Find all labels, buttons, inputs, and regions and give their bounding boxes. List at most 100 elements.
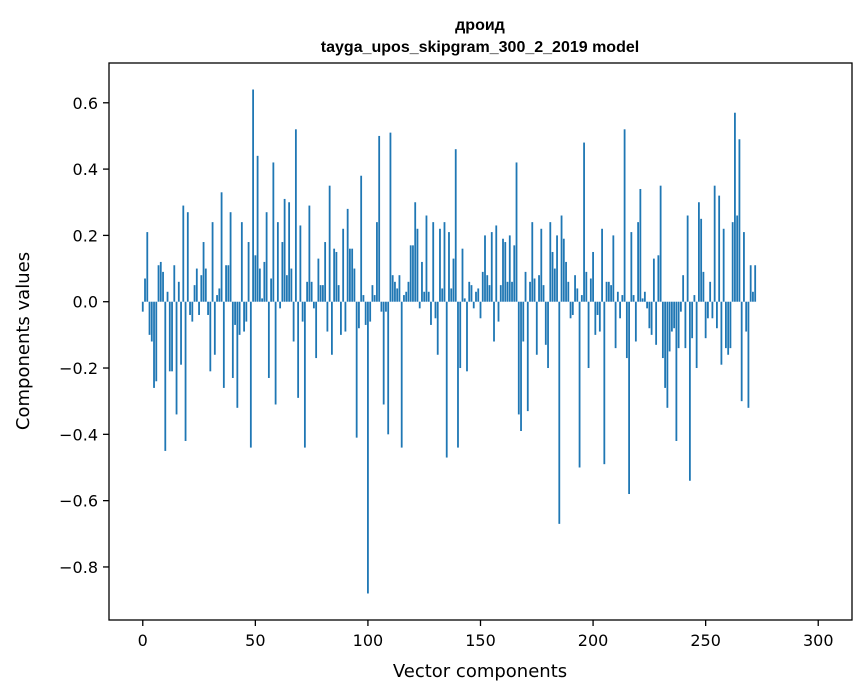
bar xyxy=(385,301,387,312)
bar xyxy=(601,228,603,302)
bar xyxy=(619,301,621,319)
bar xyxy=(736,215,739,302)
bar xyxy=(364,301,367,325)
bar xyxy=(227,265,230,302)
bar xyxy=(331,301,333,355)
bar xyxy=(443,222,446,302)
bar xyxy=(432,222,435,302)
bar xyxy=(454,149,457,302)
bar xyxy=(340,301,342,335)
bar xyxy=(634,301,637,342)
bar xyxy=(279,301,282,309)
bar xyxy=(373,295,376,302)
bar xyxy=(639,188,642,302)
bar xyxy=(529,281,531,302)
bar xyxy=(270,278,273,302)
bar xyxy=(666,301,669,408)
bar xyxy=(200,275,203,302)
bar xyxy=(457,301,459,448)
bar xyxy=(281,242,284,302)
bar xyxy=(146,232,149,302)
bar xyxy=(722,228,725,302)
bar xyxy=(231,301,234,378)
bar xyxy=(310,281,313,302)
bar xyxy=(342,228,345,302)
bar xyxy=(195,268,198,302)
bar xyxy=(470,285,473,302)
bar xyxy=(159,261,162,302)
bar xyxy=(371,285,374,302)
bar xyxy=(439,228,441,302)
bar xyxy=(560,215,563,302)
bar xyxy=(621,295,624,302)
bar xyxy=(598,301,601,332)
bar xyxy=(184,301,187,441)
bar xyxy=(684,301,687,349)
bar xyxy=(252,89,254,302)
bar xyxy=(625,301,628,359)
bar xyxy=(416,228,419,302)
bar xyxy=(362,295,365,302)
bar xyxy=(328,185,331,302)
bar xyxy=(571,301,574,315)
bar xyxy=(499,285,502,302)
bar xyxy=(452,258,455,302)
bar xyxy=(535,301,538,355)
bar xyxy=(193,285,196,302)
bar xyxy=(380,301,383,312)
bar xyxy=(679,301,682,312)
bar xyxy=(157,265,160,302)
bar xyxy=(596,301,599,315)
x-tick-label: 0 xyxy=(138,631,148,650)
bar xyxy=(288,202,291,302)
bar xyxy=(301,301,304,322)
bar xyxy=(141,301,144,312)
bar xyxy=(576,288,579,302)
bar xyxy=(707,301,709,319)
bar xyxy=(254,255,257,302)
bar xyxy=(475,291,477,302)
bar xyxy=(425,215,428,302)
bar xyxy=(567,281,570,302)
bar xyxy=(562,238,565,302)
bar xyxy=(466,301,468,372)
bar xyxy=(704,301,707,339)
bar xyxy=(445,301,448,458)
x-axis-label: Vector components xyxy=(393,661,567,682)
bar xyxy=(472,301,475,309)
bar xyxy=(396,288,399,302)
bar xyxy=(493,301,495,342)
bar xyxy=(294,129,297,302)
bar xyxy=(353,268,356,302)
bar xyxy=(346,208,349,302)
bar xyxy=(276,222,279,302)
bar xyxy=(317,258,320,302)
bar xyxy=(628,301,630,495)
x-tick-label: 100 xyxy=(353,631,384,650)
x-tick-label: 150 xyxy=(465,631,496,650)
bar xyxy=(274,301,277,405)
bar xyxy=(556,235,558,302)
bar xyxy=(324,242,327,302)
bar xyxy=(211,222,214,302)
bar xyxy=(646,301,649,309)
bar xyxy=(177,281,180,302)
bar xyxy=(657,255,660,302)
bar xyxy=(175,301,178,415)
bar xyxy=(441,288,444,302)
bar xyxy=(308,205,311,302)
chart-title: дроид xyxy=(455,17,505,34)
bar xyxy=(752,291,754,302)
bar xyxy=(337,285,340,302)
bar xyxy=(468,281,471,302)
bar xyxy=(378,135,381,302)
bar xyxy=(369,301,372,322)
bar xyxy=(630,232,633,302)
bar xyxy=(664,301,667,388)
bar xyxy=(261,298,263,302)
bar xyxy=(637,222,640,302)
bar xyxy=(738,139,741,302)
bar xyxy=(502,238,504,302)
bar xyxy=(333,248,336,302)
bar xyxy=(623,129,626,302)
